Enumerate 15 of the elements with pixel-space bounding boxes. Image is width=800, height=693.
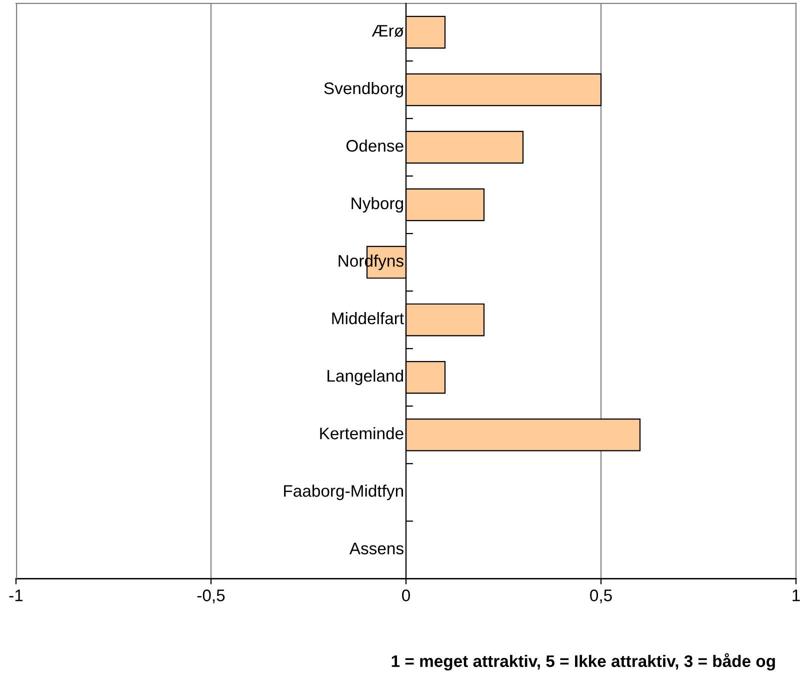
- y-tick-label: Odense: [346, 139, 404, 152]
- x-tick-label: 0,5: [590, 590, 612, 604]
- x-tick-label: 1: [792, 590, 800, 602]
- y-tick-label: Ærø: [372, 25, 404, 37]
- y-tick-label: Langeland: [328, 370, 403, 386]
- y-tick-label: Kerteminde: [320, 427, 404, 440]
- y-tick-label: Nyborg: [352, 197, 403, 213]
- y-tick-label: Svendborg: [324, 82, 403, 98]
- y-tick-label: Faaborg-Midtfyn: [284, 484, 403, 500]
- y-tick-label: Assens: [349, 542, 404, 554]
- x-tick-label: -0,5: [197, 590, 225, 604]
- x-axis-title: 1 = meget attraktiv, 5 = Ikke attraktiv, 3 = både og: [392, 653, 775, 670]
- x-tick-label: 0: [402, 590, 410, 602]
- x-tick-label: -1: [9, 590, 23, 602]
- y-tick-label: Middelfart: [332, 312, 404, 324]
